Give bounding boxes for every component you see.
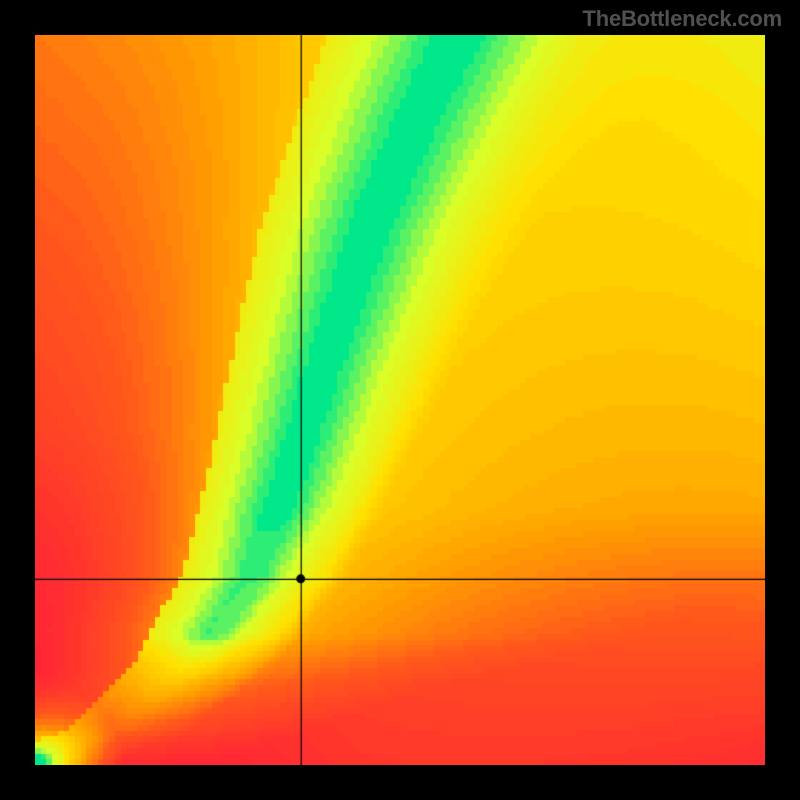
chart-frame: TheBottleneck.com xyxy=(0,0,800,800)
bottleneck-heatmap xyxy=(35,35,765,765)
watermark-text: TheBottleneck.com xyxy=(582,6,782,32)
